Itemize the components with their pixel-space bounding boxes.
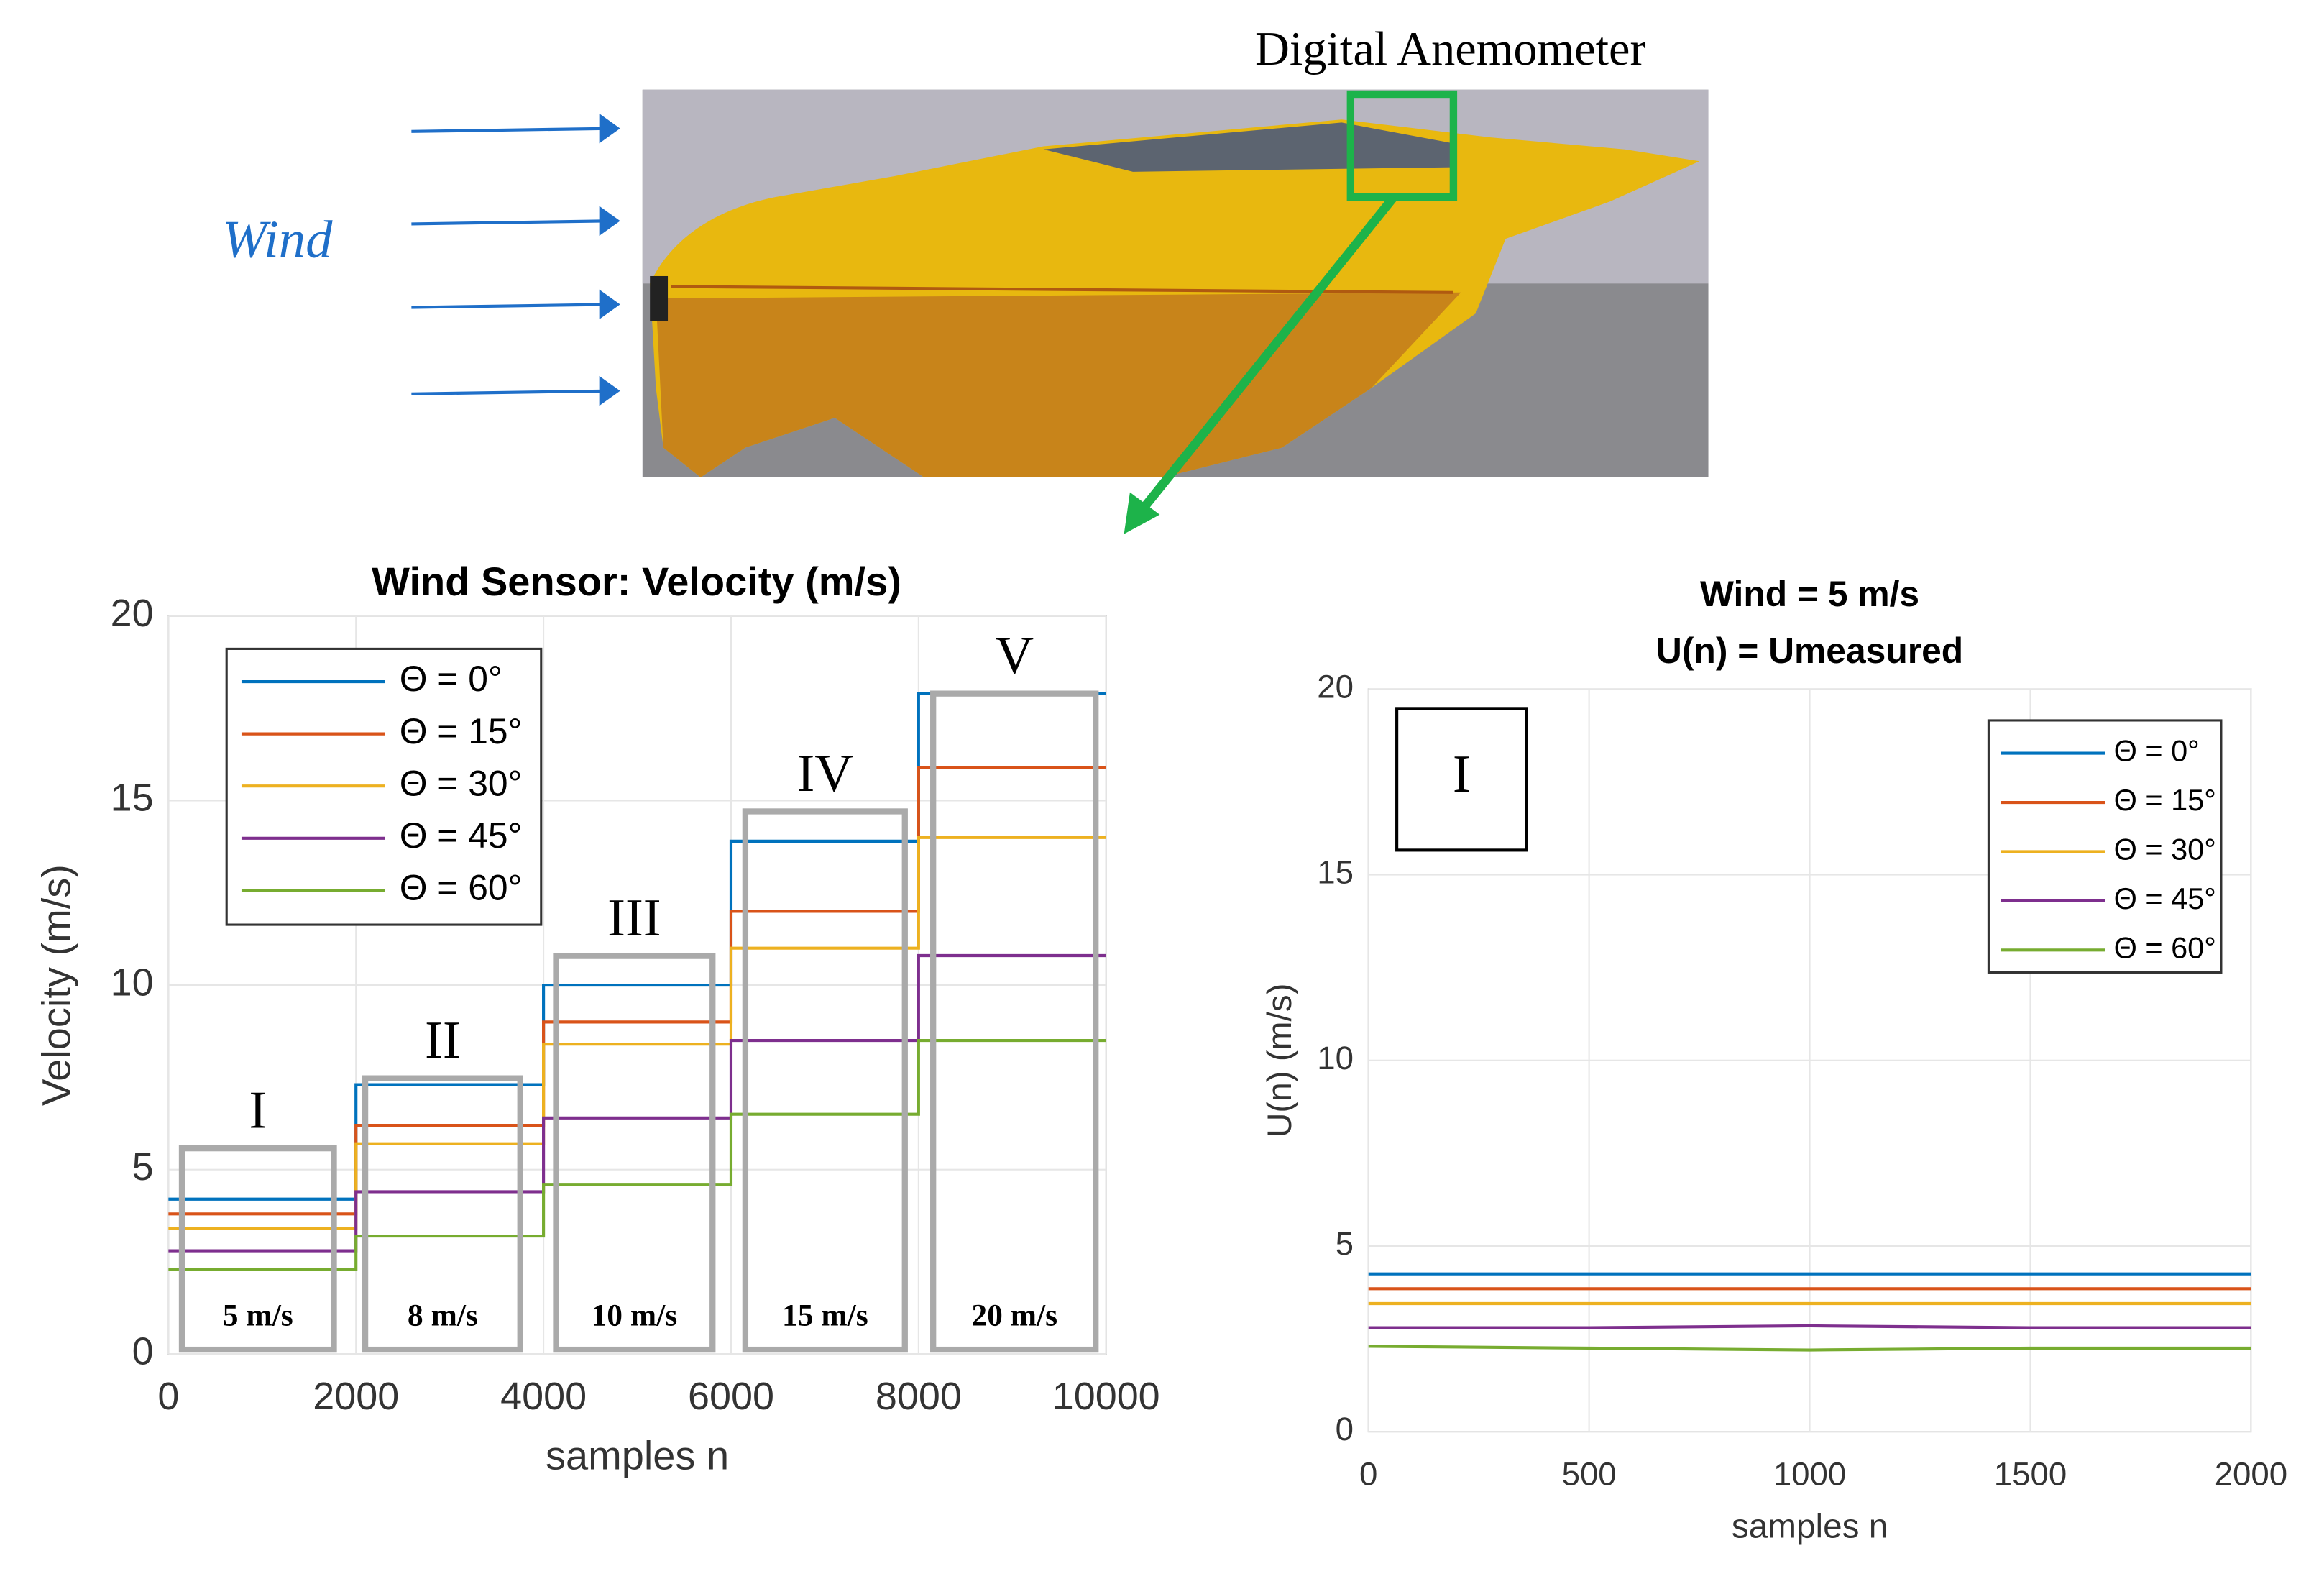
y-axis-label: Velocity (m/s) <box>34 864 79 1106</box>
x-tick-label: 1000 <box>1773 1455 1846 1492</box>
x-tick-label: 0 <box>157 1375 179 1418</box>
chart-title: Wind = 5 m/s <box>1700 574 1919 614</box>
y-tick-label: 15 <box>111 777 154 820</box>
wind-label: Wind <box>222 210 333 270</box>
wind-arrows <box>411 122 615 398</box>
x-tick-label: 0 <box>1359 1455 1377 1492</box>
annotation-label: II <box>425 1010 461 1070</box>
annotation-label: V <box>995 626 1034 685</box>
annotation-box <box>1395 707 1528 852</box>
beak <box>650 275 669 321</box>
annotation-label: III <box>607 888 661 948</box>
legend-label: Θ = 45° <box>400 815 523 856</box>
series-line <box>1368 1324 2251 1329</box>
x-tick-label: 2000 <box>2215 1455 2287 1492</box>
x-tick-label: 6000 <box>688 1375 774 1418</box>
annotation-box <box>362 1075 523 1353</box>
pointer-line <box>1138 194 1397 513</box>
y-tick-label: 20 <box>111 592 154 635</box>
x-tick-label: 8000 <box>876 1375 962 1418</box>
legend-label: Θ = 60° <box>2114 930 2216 964</box>
sensor-highlight <box>1346 90 1458 201</box>
annotation-box <box>930 690 1099 1353</box>
speed-label: 5 m/s <box>223 1299 293 1333</box>
annotation-label: I <box>249 1081 267 1140</box>
x-axis-label: samples n <box>1732 1508 1888 1546</box>
x-tick-label: 500 <box>1562 1455 1617 1492</box>
legend-label: Θ = 30° <box>2114 832 2216 866</box>
wind-arrow <box>411 122 615 135</box>
y-tick-label: 0 <box>132 1330 154 1373</box>
wind-arrow <box>411 385 615 398</box>
series-line <box>168 953 1106 1253</box>
legend-label: Θ = 45° <box>2114 882 2216 915</box>
sensor-label: Digital Anemometer <box>1255 23 1646 75</box>
pointer-head <box>1124 492 1160 534</box>
annotation-label: I <box>1453 744 1471 804</box>
wind-arrow <box>411 215 615 227</box>
wind-arrowheads <box>599 113 620 406</box>
speed-label: 20 m/s <box>971 1299 1057 1333</box>
bird-shadow <box>656 292 1461 477</box>
y-tick-label: 10 <box>111 961 154 1004</box>
x-tick-label: 2000 <box>313 1375 399 1418</box>
chart-title: U(n) = Umeasured <box>1656 631 1963 671</box>
legend-label: Θ = 0° <box>2114 734 2200 768</box>
chart-title: Wind Sensor: Velocity (m/s) <box>372 559 901 604</box>
series-line <box>168 836 1106 1230</box>
legend-box <box>1987 719 2223 974</box>
legend-label: Θ = 15° <box>400 711 523 751</box>
legend-label: Θ = 60° <box>400 868 523 908</box>
speed-label: 10 m/s <box>592 1299 678 1333</box>
series-line <box>168 1038 1106 1271</box>
y-tick-label: 0 <box>1336 1411 1354 1447</box>
x-axis-label: samples n <box>546 1432 729 1478</box>
y-tick-label: 5 <box>132 1145 154 1189</box>
wind-arrow <box>411 298 615 311</box>
y-tick-label: 15 <box>1317 854 1354 891</box>
annotation-box <box>553 953 716 1353</box>
y-tick-label: 20 <box>1317 668 1354 705</box>
legend-label: Θ = 0° <box>400 659 502 699</box>
photo <box>642 89 1709 477</box>
legend-label: Θ = 30° <box>400 763 523 803</box>
annotation-box <box>178 1145 337 1353</box>
speed-label: 8 m/s <box>408 1299 478 1333</box>
annotation-label: IV <box>796 743 853 803</box>
legend-label: Θ = 15° <box>2114 783 2216 817</box>
x-tick-label: 4000 <box>500 1375 587 1418</box>
x-tick-label: 10000 <box>1052 1375 1160 1418</box>
speed-label: 15 m/s <box>782 1299 868 1333</box>
y-axis-label: U(n) (m/s) <box>1261 983 1299 1137</box>
y-tick-label: 5 <box>1336 1225 1354 1262</box>
annotation-box <box>742 808 908 1353</box>
series-line <box>1368 1345 2251 1352</box>
y-tick-label: 10 <box>1317 1040 1354 1076</box>
x-tick-label: 1500 <box>1994 1455 2067 1492</box>
